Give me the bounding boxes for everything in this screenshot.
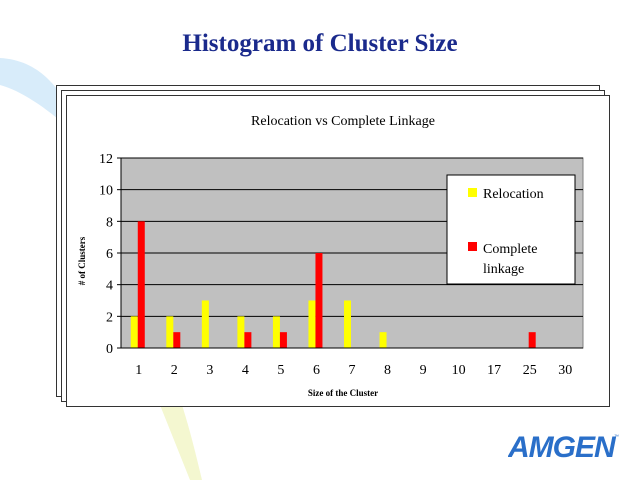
- legend-swatch-relocation: [468, 188, 477, 197]
- bar-complete-linkage: [244, 332, 252, 348]
- x-tick-label: 8: [384, 363, 391, 378]
- y-axis-label: # of Clusters: [77, 236, 87, 285]
- bar-relocation: [272, 316, 280, 348]
- bar-relocation: [237, 316, 245, 348]
- y-ticks: 0 2 4 6 8 10 12: [99, 152, 121, 357]
- slide-title: Histogram of Cluster Size: [182, 30, 458, 57]
- amgen-logo: AMGEN ™: [508, 431, 619, 462]
- trademark-mark: ™: [614, 434, 619, 440]
- y-tick-label: 2: [106, 310, 113, 325]
- bar-relocation: [201, 300, 209, 348]
- bar-complete-linkage: [137, 221, 145, 348]
- amgen-logo-text: AMGEN: [508, 431, 617, 462]
- x-tick-label: 30: [558, 363, 572, 378]
- x-tick-label: 9: [420, 363, 427, 378]
- bar-relocation: [130, 316, 138, 348]
- bars-group: [130, 221, 536, 348]
- y-tick-label: 0: [106, 342, 113, 357]
- bar-complete-linkage: [173, 332, 181, 348]
- bar-complete-linkage: [279, 332, 287, 348]
- legend-label-complete: Complete linkage: [483, 242, 541, 277]
- legend-label-relocation: Relocation: [483, 187, 544, 202]
- x-tick-label: 25: [523, 363, 537, 378]
- chart-title: Relocation vs Complete Linkage: [251, 114, 435, 129]
- y-tick-label: 6: [106, 247, 113, 262]
- y-tick-label: 8: [106, 215, 113, 230]
- x-tick-label: 1: [135, 363, 142, 378]
- bar-relocation: [344, 300, 351, 348]
- bar-relocation: [379, 332, 387, 348]
- y-tick-label: 10: [99, 184, 113, 199]
- x-tick-label: 10: [452, 363, 466, 378]
- x-tick-label: 5: [277, 363, 284, 378]
- chart: Relocation vs Complete Linkage 024681012…: [77, 114, 584, 398]
- legend-swatch-complete: [468, 242, 477, 251]
- bar-relocation: [166, 316, 174, 348]
- legend: Relocation Complete linkage: [446, 174, 576, 285]
- bar-complete-linkage: [315, 253, 323, 348]
- y-tick-label: 4: [106, 279, 113, 294]
- x-tick-label: 7: [349, 363, 356, 378]
- x-tick-label: 3: [206, 363, 213, 378]
- bar-relocation: [308, 300, 316, 348]
- x-tick-label: 6: [313, 363, 320, 378]
- chart-card: Relocation vs Complete Linkage 0 2 4 6 8 10 12…: [66, 95, 610, 407]
- y-tick-label: 12: [99, 152, 113, 167]
- bar-complete-linkage: [528, 332, 536, 348]
- x-tick-label: 17: [487, 363, 501, 378]
- x-ticks: 1 2 3 4 5 6 7 8 9 10 17 25 30: [135, 363, 572, 378]
- x-tick-label: 4: [242, 363, 249, 378]
- x-axis-label: Size of the Cluster: [308, 388, 378, 398]
- x-tick-label: 2: [171, 363, 178, 378]
